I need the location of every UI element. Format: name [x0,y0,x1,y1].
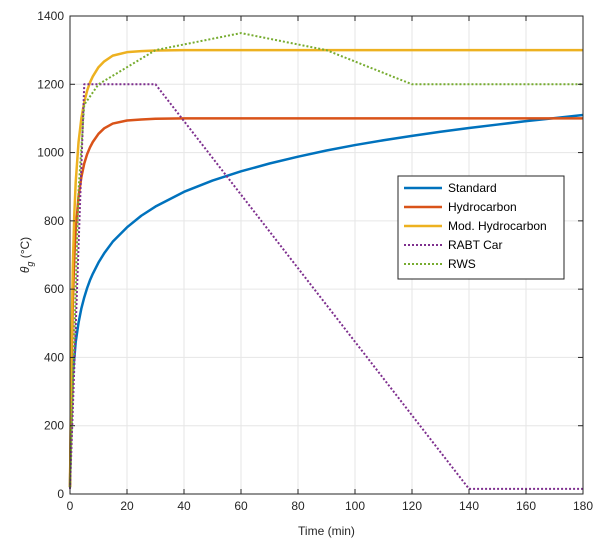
y-tick-label: 600 [44,282,64,296]
x-tick-label: 20 [120,499,134,513]
y-axis: 0 200 400 600 800 1000 1200 1400 [37,9,583,501]
x-tick-label: 40 [177,499,191,513]
x-tick-label: 80 [291,499,305,513]
y-tick-label: 200 [44,419,64,433]
legend: Standard Hydrocarbon Mod. Hydrocarbon RABT … [397,175,565,280]
x-tick-label: 140 [459,499,479,513]
y-tick-label: 0 [57,487,64,501]
x-tick-label: 60 [234,499,248,513]
y-tick-label: 1400 [37,9,64,23]
x-tick-label: 100 [345,499,365,513]
series-line-standard [68,113,584,488]
y-tick-label: 400 [44,350,64,364]
series-line-hydrocarbon [68,117,583,488]
y-tick-label: 1200 [37,77,64,91]
series-line-mod-hydrocarbon [68,48,583,488]
legend-label: RWS [448,257,476,271]
y-axis-label-symbol: θ [18,266,32,273]
x-axis-label: Time (min) [298,524,355,538]
legend-label: Hydrocarbon [448,200,517,214]
y-tick-label: 800 [44,214,64,228]
x-tick-label: 0 [67,499,74,513]
x-axis: 0 20 40 60 80 100 120 140 160 180 [67,16,593,513]
x-tick-label: 160 [516,499,536,513]
plot-frame [69,15,584,495]
legend-box [397,175,565,280]
y-axis-label: θg (°C) [18,237,35,273]
legend-label: RABT Car [448,238,502,252]
legend-label: Standard [448,181,497,195]
y-tick-label: 1000 [37,146,64,160]
series-layer [68,32,584,490]
series-line-rws [69,32,583,488]
x-tick-label: 120 [402,499,422,513]
y-axis-label-unit: (°C) [18,237,32,262]
series-line-rabt-car [69,83,583,490]
x-tick-label: 180 [573,499,593,513]
y-axis-label-subscript: g [25,262,35,267]
legend-label: Mod. Hydrocarbon [448,219,547,233]
